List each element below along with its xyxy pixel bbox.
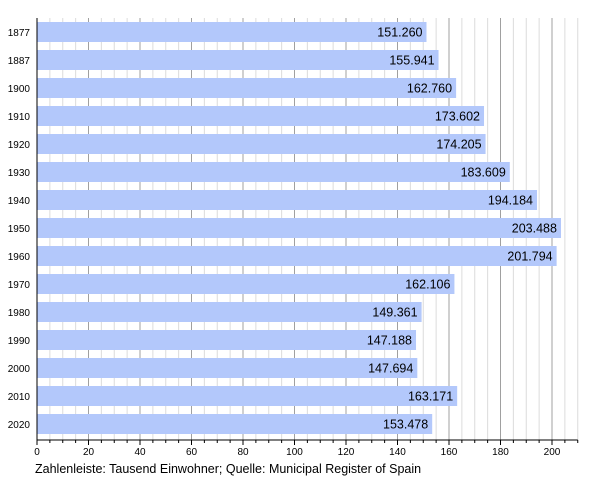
category-label: 1990 [8, 336, 31, 347]
category-label: 1960 [8, 252, 31, 263]
category-label: 2000 [8, 364, 31, 375]
x-tick-label: 80 [237, 447, 249, 458]
bar-value-label: 155.941 [389, 54, 434, 68]
x-tick-label: 60 [186, 447, 198, 458]
bar-value-label: 163.171 [408, 390, 453, 404]
bar [37, 414, 433, 434]
bar-value-label: 151.260 [377, 26, 422, 40]
category-label: 2020 [8, 420, 31, 431]
bar-value-label: 194.184 [488, 194, 533, 208]
bar-value-label: 174.205 [436, 138, 481, 152]
bar-value-label: 153.478 [383, 418, 428, 432]
category-label: 1930 [8, 168, 31, 179]
chart-caption: Zahlenleiste: Tausend Einwohner; Quelle:… [35, 462, 422, 476]
bar [37, 22, 427, 42]
bar [37, 106, 485, 126]
category-label: 1910 [8, 112, 31, 123]
x-tick-label: 20 [83, 447, 95, 458]
bar-value-label: 147.188 [367, 334, 412, 348]
x-tick-label: 100 [286, 447, 303, 458]
bar-value-label: 173.602 [435, 110, 480, 124]
bar-value-label: 201.794 [507, 250, 552, 264]
bar [37, 386, 458, 406]
category-label: 2010 [8, 392, 31, 403]
bar [37, 218, 561, 238]
bar [37, 302, 422, 322]
x-tick-label: 40 [134, 447, 146, 458]
category-label: 1970 [8, 280, 31, 291]
bar [37, 246, 557, 266]
bar-value-label: 162.106 [405, 278, 450, 292]
bar [37, 190, 538, 210]
bar [37, 358, 418, 378]
bar-value-label: 183.609 [461, 166, 506, 180]
bar [37, 274, 455, 294]
x-tick-label: 120 [338, 447, 355, 458]
bar-value-label: 147.694 [368, 362, 413, 376]
category-label: 1887 [8, 56, 31, 67]
bar-value-label: 203.488 [512, 222, 557, 236]
bar [37, 50, 439, 70]
x-tick-label: 0 [34, 447, 40, 458]
x-tick-label: 200 [544, 447, 561, 458]
x-tick-label: 180 [492, 447, 509, 458]
x-tick-label: 140 [389, 447, 406, 458]
category-label: 1940 [8, 196, 31, 207]
category-label: 1920 [8, 140, 31, 151]
category-label: 1900 [8, 84, 31, 95]
bar-value-label: 162.760 [407, 82, 452, 96]
category-label: 1980 [8, 308, 31, 319]
bar-value-label: 149.361 [372, 306, 417, 320]
bar [37, 162, 510, 182]
category-label: 1877 [8, 28, 31, 39]
x-tick-label: 160 [441, 447, 458, 458]
category-label: 1950 [8, 224, 31, 235]
bar [37, 330, 417, 350]
bar-chart-svg: 151.260 1877 155.941 1887 162.760 1900 173.602… [8, 18, 579, 458]
bar [37, 134, 486, 154]
bar [37, 78, 457, 98]
